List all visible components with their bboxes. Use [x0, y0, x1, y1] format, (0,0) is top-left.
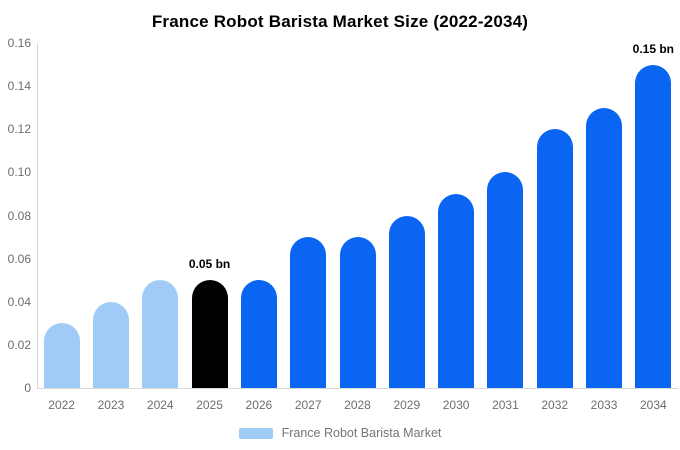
y-axis-label-0.04: 0.04 — [7, 294, 31, 309]
x-axis-label-2029: 2029 — [393, 398, 421, 412]
x-axis-label-2030: 2030 — [442, 398, 470, 412]
bar-2032[interactable] — [536, 129, 573, 388]
bar-2023[interactable] — [92, 301, 129, 388]
bar-2029[interactable] — [388, 215, 425, 388]
bar-2022[interactable] — [43, 323, 80, 388]
x-axis-label-2026: 2026 — [245, 398, 273, 412]
legend-item[interactable]: France Robot Barista Market — [238, 426, 442, 440]
y-axis-label-0.06: 0.06 — [7, 251, 31, 266]
legend-swatch — [238, 427, 273, 439]
y-axis-label-0.12: 0.12 — [7, 122, 31, 137]
x-axis-label-2033: 2033 — [590, 398, 618, 412]
legend: France Robot Barista Market — [0, 426, 680, 440]
y-axis-label-0.16: 0.16 — [7, 36, 31, 50]
chart-title: France Robot Barista Market Size (2022-2… — [151, 12, 529, 31]
x-axis-label-2023: 2023 — [97, 398, 125, 412]
x-axis-label-2024: 2024 — [146, 398, 174, 412]
y-axis-label-0.08: 0.08 — [7, 208, 31, 223]
bar-2030[interactable] — [438, 193, 475, 388]
x-axis-label-2022: 2022 — [48, 398, 75, 412]
y-axis-label-0.02: 0.02 — [7, 337, 31, 352]
x-axis-line — [37, 388, 678, 389]
y-axis-line — [37, 43, 38, 388]
bar-2025[interactable] — [191, 280, 228, 388]
annotation-2034: 0.15 bn — [632, 41, 675, 56]
bar-2031[interactable] — [487, 172, 524, 388]
annotation-2025: 0.05 bn — [188, 257, 231, 272]
x-axis-label-2031: 2031 — [492, 398, 519, 412]
bar-2027[interactable] — [290, 237, 327, 388]
x-axis-label-2034: 2034 — [639, 398, 667, 412]
y-axis-label-0.10: 0.10 — [7, 165, 31, 180]
y-axis-label-0: 0 — [24, 381, 31, 395]
x-axis-label-2025: 2025 — [196, 398, 223, 412]
legend-label: France Robot Barista Market — [281, 426, 442, 440]
x-axis-label-2027: 2027 — [294, 398, 322, 412]
bar-2026[interactable] — [240, 280, 277, 388]
bar-2034[interactable] — [635, 64, 672, 388]
x-axis-label-2032: 2032 — [541, 398, 569, 412]
bar-2028[interactable] — [339, 237, 376, 388]
bar-2033[interactable] — [586, 107, 623, 388]
x-axis-label-2028: 2028 — [344, 398, 371, 412]
y-axis-label-0.14: 0.14 — [7, 79, 31, 94]
bar-2024[interactable] — [142, 280, 179, 388]
